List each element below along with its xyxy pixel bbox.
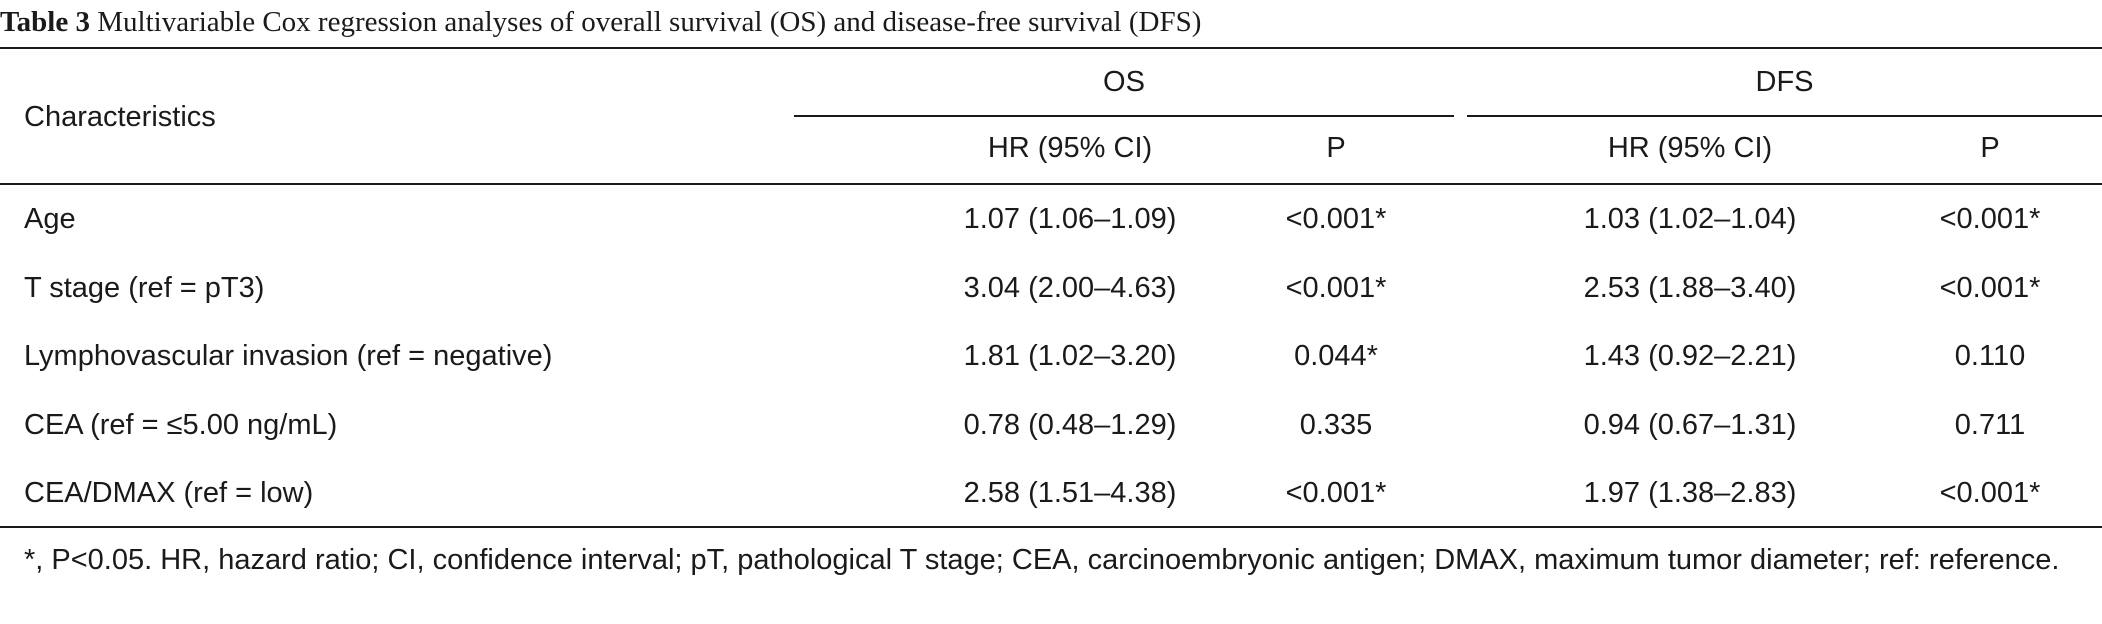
row-label: Lymphovascular invasion (ref = negative) bbox=[24, 340, 553, 372]
row-label: Age bbox=[24, 203, 76, 235]
bottom-rule bbox=[0, 526, 2102, 528]
row-dfs-hr: 0.94 (0.67–1.31) bbox=[1583, 409, 1797, 441]
row-os-p: 0.044* bbox=[1294, 340, 1378, 372]
dfs-group-rule bbox=[1467, 115, 2102, 117]
header-os-p: P bbox=[1326, 132, 1346, 164]
os-group-rule bbox=[794, 115, 1454, 117]
header-group-os: OS bbox=[1103, 66, 1145, 98]
header-rule bbox=[0, 183, 2102, 185]
row-label: T stage (ref = pT3) bbox=[24, 272, 265, 304]
row-os-p: <0.001* bbox=[1285, 203, 1387, 235]
row-dfs-p: <0.001* bbox=[1939, 203, 2041, 235]
row-os-hr: 3.04 (2.00–4.63) bbox=[963, 272, 1177, 304]
row-os-hr: 2.58 (1.51–4.38) bbox=[963, 477, 1177, 509]
table-footnote: *, P<0.05. HR, hazard ratio; CI, confide… bbox=[24, 544, 2060, 576]
row-os-hr: 0.78 (0.48–1.29) bbox=[963, 409, 1177, 441]
row-dfs-hr: 1.03 (1.02–1.04) bbox=[1583, 203, 1797, 235]
header-characteristics: Characteristics bbox=[24, 101, 216, 133]
top-rule bbox=[0, 47, 2102, 49]
row-dfs-p: <0.001* bbox=[1939, 272, 2041, 304]
row-label: CEA/DMAX (ref = low) bbox=[24, 477, 314, 509]
table-caption-text: Multivariable Cox regression analyses of… bbox=[97, 6, 1202, 38]
row-dfs-hr: 2.53 (1.88–3.40) bbox=[1583, 272, 1797, 304]
row-os-p: <0.001* bbox=[1285, 272, 1387, 304]
row-os-p: 0.335 bbox=[1299, 409, 1373, 441]
header-dfs-hr: HR (95% CI) bbox=[1607, 132, 1773, 164]
row-dfs-p: 0.711 bbox=[1954, 409, 2026, 441]
row-dfs-p: <0.001* bbox=[1939, 477, 2041, 509]
row-dfs-hr: 1.97 (1.38–2.83) bbox=[1583, 477, 1797, 509]
row-os-hr: 1.07 (1.06–1.09) bbox=[963, 203, 1177, 235]
row-label: CEA (ref = ≤5.00 ng/mL) bbox=[24, 409, 338, 441]
row-os-p: <0.001* bbox=[1285, 477, 1387, 509]
header-dfs-p: P bbox=[1980, 132, 2000, 164]
table-caption: Table 3 Multivariable Cox regression ana… bbox=[0, 2, 1201, 42]
header-group-dfs: DFS bbox=[1755, 66, 1814, 98]
row-os-hr: 1.81 (1.02–3.20) bbox=[963, 340, 1177, 372]
header-os-hr: HR (95% CI) bbox=[987, 132, 1153, 164]
row-dfs-hr: 1.43 (0.92–2.21) bbox=[1583, 340, 1797, 372]
row-dfs-p: 0.110 bbox=[1954, 340, 2026, 372]
table-caption-label: Table 3 bbox=[0, 6, 90, 38]
